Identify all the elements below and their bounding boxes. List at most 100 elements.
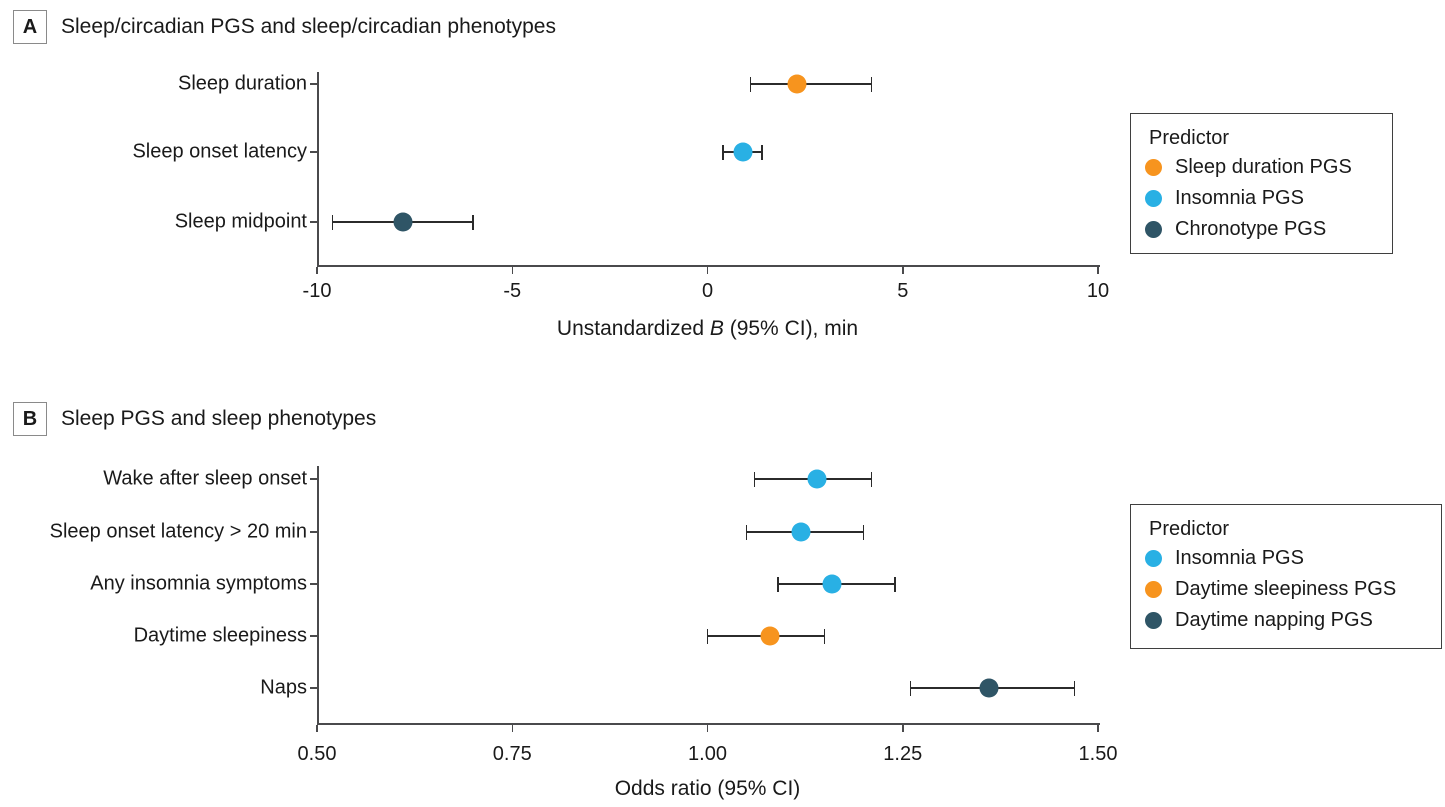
x-tick-label: 1.00: [688, 743, 727, 765]
y-tick-mark: [310, 478, 317, 480]
ci-cap-low: [749, 76, 752, 92]
x-tick-mark: [902, 724, 904, 732]
x-axis-title: Odds ratio (95% CI): [615, 777, 801, 801]
panel-a-title: Sleep/circadian PGS and sleep/circadian …: [61, 15, 556, 38]
category-label: Sleep midpoint: [174, 210, 307, 233]
legend-entries: Insomnia PGS Daytime sleepiness PGS Daytim…: [1145, 543, 1427, 636]
legend-dot-icon: [1145, 190, 1162, 207]
category-label: Sleep onset latency > 20 min: [49, 520, 307, 543]
x-tick-mark: [1097, 266, 1099, 274]
legend-entry-label: Daytime napping PGS: [1175, 609, 1373, 631]
x-tick-label: 5: [897, 280, 909, 302]
panel-b-header: B Sleep PGS and sleep phenotypes: [13, 402, 376, 436]
panel-a-header: A Sleep/circadian PGS and sleep/circadia…: [13, 10, 556, 44]
ci-cap-low: [753, 471, 756, 487]
x-axis-line: [317, 265, 1100, 267]
x-tick-mark: [316, 266, 318, 274]
ci-cap-low: [331, 214, 334, 230]
x-tick-mark: [1097, 724, 1099, 732]
y-tick-mark: [310, 221, 317, 223]
x-tick-label: 1.25: [883, 743, 923, 765]
x-tick-mark: [706, 724, 709, 732]
data-point: [807, 469, 827, 489]
legend-title: Predictor: [1149, 127, 1230, 149]
x-tick-label: -10: [302, 280, 332, 302]
panel-b-legend: Predictor Insomnia PGS Daytime sleepiness…: [1130, 504, 1442, 649]
ci-cap-high: [870, 76, 873, 92]
legend-dot-icon: [1145, 159, 1162, 176]
ci-cap-low: [909, 680, 912, 696]
axis-title-segment: Odds ratio (95% CI): [614, 777, 801, 800]
x-tick-label: -5: [503, 280, 522, 302]
legend-entry: Insomnia PGS: [1145, 543, 1427, 574]
ci-cap-high: [862, 524, 865, 540]
legend-dot-icon: [1145, 550, 1162, 567]
ci-cap-low: [745, 524, 748, 540]
data-point: [791, 522, 811, 542]
data-point: [760, 626, 780, 646]
axis-title-segment: (95% CI), min: [723, 317, 859, 340]
y-axis-line: [317, 466, 319, 723]
x-tick-mark: [706, 266, 709, 274]
panel-b-label-box: B: [13, 402, 47, 436]
legend-entry: Daytime napping PGS: [1145, 605, 1427, 636]
category-label: Any insomnia symptoms: [90, 572, 307, 595]
y-tick-mark: [310, 635, 317, 637]
ci-cap-high: [1073, 680, 1076, 696]
category-label: Daytime sleepiness: [133, 624, 307, 647]
category-label: Sleep duration: [178, 72, 307, 95]
x-axis-line: [317, 723, 1100, 725]
legend-entry-label: Daytime sleepiness PGS: [1175, 578, 1397, 600]
panel-a-legend: Predictor Sleep duration PGS Insomnia PGS…: [1130, 113, 1393, 254]
x-tick-label: 10: [1086, 280, 1110, 302]
ci-cap-high: [472, 214, 474, 230]
x-tick-label: 0.50: [297, 743, 337, 765]
data-point: [733, 142, 753, 162]
ci-cap-low: [722, 144, 724, 160]
axis-title-italic-segment: B: [709, 317, 724, 340]
ci-cap-low: [706, 628, 709, 644]
x-tick-label: 0.75: [492, 743, 532, 765]
legend-dot-icon: [1145, 221, 1162, 238]
ci-cap-low: [776, 576, 779, 592]
ci-cap-high: [894, 576, 896, 592]
category-label: Wake after sleep onset: [103, 467, 307, 490]
ci-cap-high: [761, 144, 763, 160]
y-tick-mark: [310, 687, 317, 689]
y-tick-mark: [310, 83, 317, 85]
legend-entries: Sleep duration PGS Insomnia PGS Chronotype…: [1145, 152, 1378, 245]
x-tick-label: 0: [701, 280, 714, 302]
data-point: [979, 678, 999, 698]
y-tick-mark: [310, 583, 317, 585]
category-label: Naps: [260, 676, 307, 699]
data-point: [393, 212, 413, 232]
x-tick-label: 1.50: [1078, 743, 1118, 765]
legend-dot-icon: [1145, 612, 1162, 629]
legend-entry: Sleep duration PGS: [1145, 152, 1378, 183]
legend-dot-icon: [1145, 581, 1162, 598]
legend-entry: Chronotype PGS: [1145, 214, 1378, 245]
category-label: Sleep onset latency: [132, 140, 307, 163]
x-tick-mark: [511, 266, 513, 274]
legend-entry-label: Insomnia PGS: [1175, 187, 1304, 209]
ci-cap-high: [870, 471, 873, 487]
legend-entry-label: Sleep duration PGS: [1175, 156, 1352, 178]
data-point: [822, 574, 842, 594]
legend-title: Predictor: [1149, 518, 1230, 540]
ci-cap-high: [823, 628, 826, 644]
x-tick-mark: [902, 266, 904, 274]
ci-line: [750, 83, 872, 85]
data-point: [787, 74, 807, 94]
x-tick-mark: [511, 724, 513, 732]
panel-a-label-box: A: [13, 10, 47, 44]
y-tick-mark: [310, 151, 317, 153]
x-tick-mark: [316, 724, 318, 732]
axis-title-segment: Unstandardized: [556, 317, 710, 340]
y-axis-line: [317, 72, 319, 265]
x-axis-title: Unstandardized B (95% CI), min: [557, 317, 858, 341]
legend-entry-label: Chronotype PGS: [1175, 218, 1327, 240]
panel-b-title: Sleep PGS and sleep phenotypes: [61, 407, 377, 430]
legend-entry-label: Insomnia PGS: [1175, 547, 1304, 569]
legend-entry: Insomnia PGS: [1145, 183, 1378, 214]
legend-entry: Daytime sleepiness PGS: [1145, 574, 1427, 605]
